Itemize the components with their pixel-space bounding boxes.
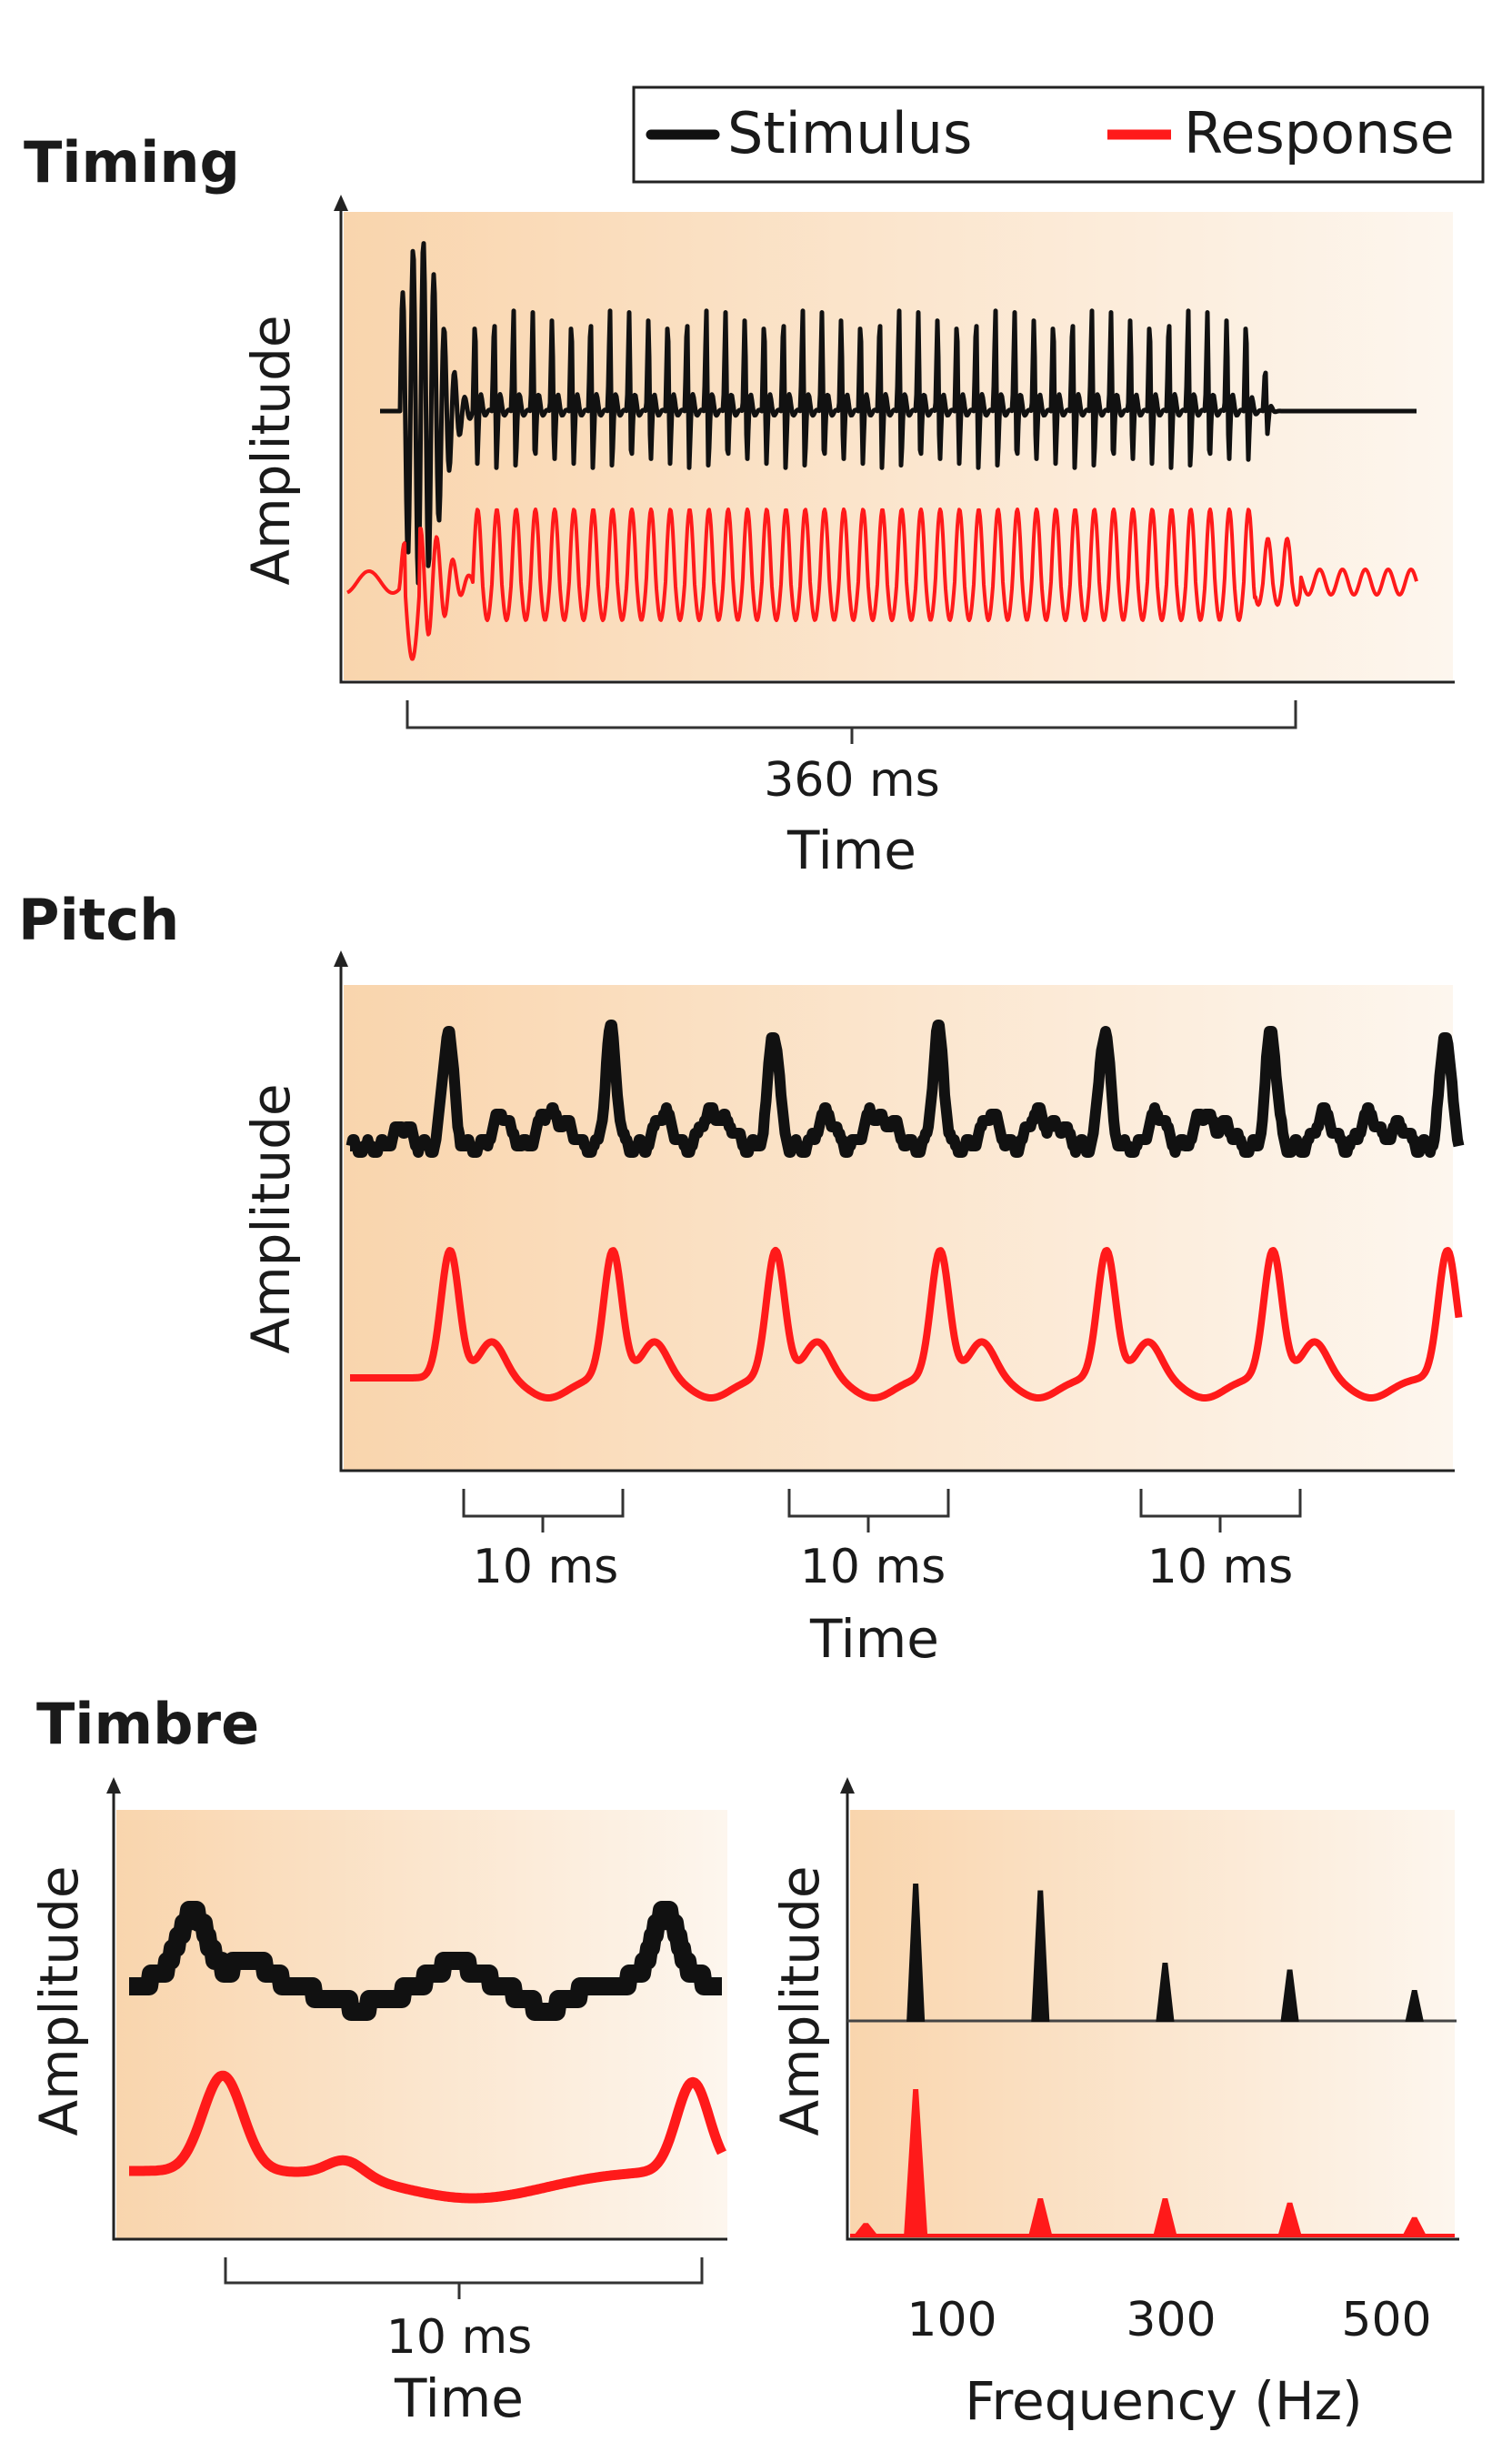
- spectrum-stimulus-peak-100: [906, 1884, 926, 2022]
- pitch-y-arrow: [334, 950, 348, 967]
- timbre-time-ylabel: Amplitude: [28, 1865, 90, 2135]
- pitch-plot-area: [344, 985, 1453, 1471]
- legend: Stimulus Response: [632, 85, 1485, 184]
- timbre-panel: Timbre Amplitude 10 ms Time Amplitude 10…: [28, 1691, 1459, 2432]
- spectrum-axes: [846, 1784, 1459, 2241]
- spectrum-xlabel: Frequency (Hz): [965, 2370, 1362, 2432]
- pitch-ylabel: Amplitude: [240, 1083, 302, 1353]
- timbre-time-axes: [112, 1784, 727, 2241]
- timbre-stimulus-line: [122, 1901, 729, 2021]
- timbre-scale-bracket: [224, 2257, 704, 2299]
- spectrum-stimulus-peak-500: [1405, 1990, 1424, 2022]
- pitch-scale-label-3: 10 ms: [1147, 1540, 1293, 1594]
- spectrum-marks: [850, 1884, 1455, 2237]
- timing-axes: [339, 202, 1455, 684]
- spectrum-xtick-300: 300: [1126, 2293, 1216, 2347]
- spectrum-y-arrow: [840, 1777, 855, 1794]
- pitch-title: Pitch: [18, 887, 179, 953]
- timbre-response-line: [125, 2070, 726, 2204]
- timbre-title: Timbre: [36, 1691, 259, 1757]
- spectrum-xtick-100: 100: [906, 2293, 996, 2347]
- pitch-xlabel: Time: [809, 1608, 939, 1670]
- spectrum-ylabel: Amplitude: [769, 1865, 831, 2135]
- timing-response-line: [346, 507, 1418, 661]
- timbre-time-y-arrow: [106, 1777, 121, 1794]
- pitch-scale-bracket-3: [1139, 1489, 1302, 1532]
- timbre-time-plot-area: [116, 1810, 727, 2239]
- timing-y-arrow: [334, 195, 348, 211]
- spectrum-stimulus-peak-400: [1280, 1969, 1299, 2022]
- pitch-scale-bracket-2: [787, 1489, 950, 1532]
- timing-stimulus-line: [378, 241, 1418, 586]
- pitch-response-line: [347, 1246, 1463, 1402]
- pitch-scale-label-1: 10 ms: [473, 1540, 618, 1594]
- pitch-stimulus-line: [345, 1020, 1465, 1158]
- pitch-axes: [339, 958, 1455, 1472]
- spectrum-plot-area: [850, 1810, 1455, 2239]
- pitch-scale-label-2: 10 ms: [800, 1540, 946, 1594]
- pitch-scale-bracket-1: [462, 1489, 625, 1532]
- legend-response-label: Response: [1184, 100, 1455, 166]
- timbre-time-xlabel: Time: [394, 2367, 524, 2429]
- timbre-scale-label: 10 ms: [386, 2310, 532, 2365]
- timing-xlabel: Time: [786, 819, 916, 881]
- spectrum-xtick-500: 500: [1341, 2293, 1431, 2347]
- timing-scale-label: 360 ms: [764, 753, 940, 808]
- spectrum-stimulus-peak-300: [1156, 1963, 1175, 2022]
- legend-stimulus-label: Stimulus: [727, 100, 972, 166]
- timing-scale-bracket: [406, 700, 1297, 744]
- legend-box: [632, 85, 1485, 184]
- timing-panel: Timing Amplitude 360 ms Time: [24, 129, 1455, 881]
- timing-title: Timing: [24, 129, 240, 196]
- spectrum-stimulus-peak-200: [1031, 1890, 1050, 2022]
- timing-ylabel: Amplitude: [240, 315, 302, 585]
- pitch-panel: Pitch Amplitude 10 ms 10 ms 10 ms Time: [18, 887, 1465, 1670]
